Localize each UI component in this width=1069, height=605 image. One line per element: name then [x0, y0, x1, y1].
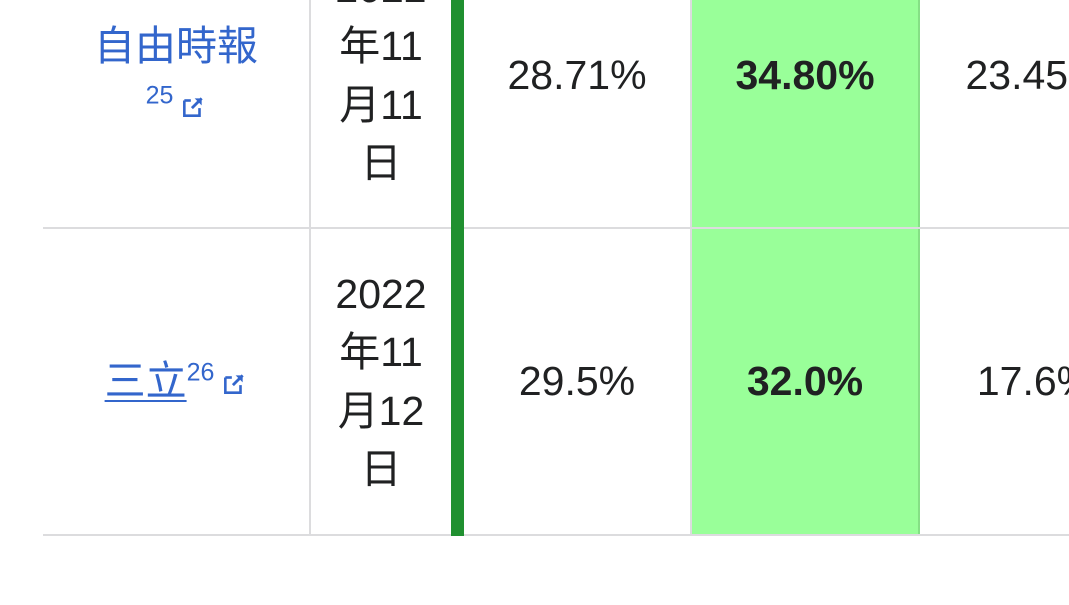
poll-value-cell: 28.71%: [456, 0, 692, 229]
poll-date: 2022年11月12日: [335, 271, 427, 492]
external-link-icon[interactable]: [180, 94, 206, 120]
poll-date: 2022年11月11日: [335, 0, 426, 186]
poll-value-cell-highlighted: 32.0%: [690, 227, 920, 536]
poll-value-cell: 23.45%: [918, 0, 1069, 229]
source-inline: 三立26: [105, 358, 248, 404]
source-content: 自由時報 25: [57, 20, 295, 131]
source-ref-row: 25: [57, 78, 295, 131]
reference-superscript[interactable]: 26: [186, 358, 215, 387]
table-row: 三立26 2022年11月12日 29.5% 32.0% 17.6%: [43, 227, 1069, 536]
reference-superscript[interactable]: 25: [145, 80, 174, 109]
poll-source-cell: 三立26: [43, 227, 311, 536]
poll-date-cell: 2022年11月12日: [309, 227, 464, 536]
source-link[interactable]: 自由時報: [94, 23, 258, 70]
poll-value-cell: 29.5%: [456, 227, 692, 536]
source-link[interactable]: 三立: [104, 357, 187, 404]
source-content: 三立26: [57, 355, 295, 408]
poll-value-cell-highlighted: 34.80%: [690, 0, 920, 229]
poll-source-cell: 自由時報 25: [43, 0, 311, 229]
external-link-icon[interactable]: [221, 371, 247, 397]
poll-value-cell: 17.6%: [918, 227, 1069, 536]
poll-date-cell: 2022年11月11日: [309, 0, 464, 229]
